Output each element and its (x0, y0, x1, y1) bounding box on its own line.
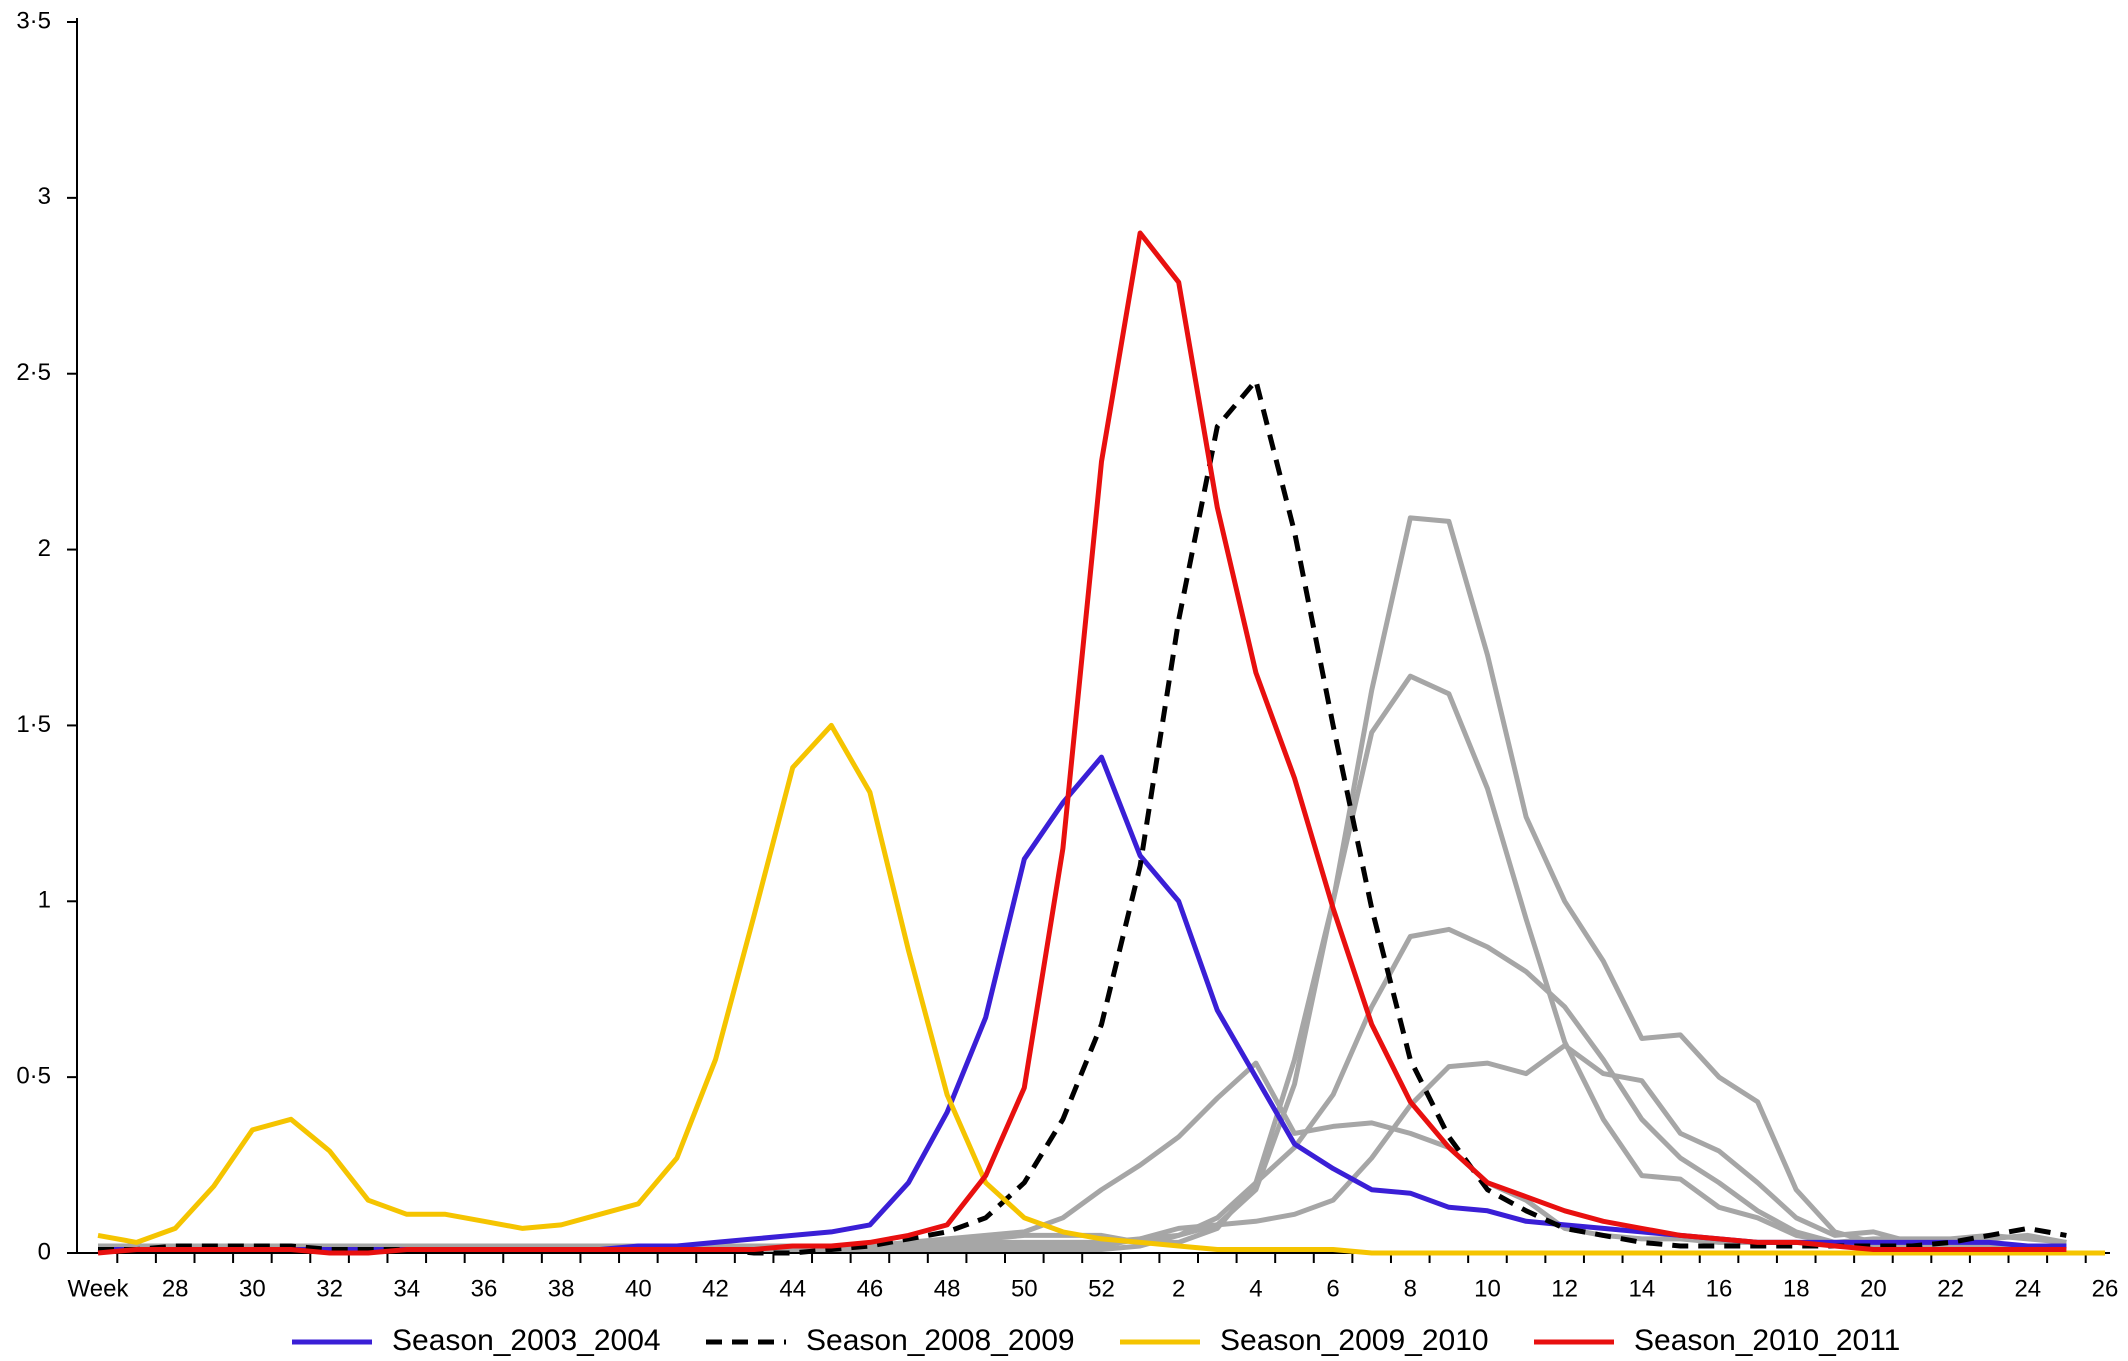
x-tick-label: 2 (1172, 1275, 1185, 1302)
series-line (98, 673, 2067, 1249)
x-tick-label: 16 (1706, 1275, 1733, 1302)
x-tick-label: 28 (162, 1275, 189, 1302)
x-tick-label: 30 (239, 1275, 266, 1302)
y-tick-label: 3·5 (16, 7, 51, 34)
legend-label: Season_2010_2011 (1634, 1324, 1900, 1357)
y-tick-label: 0·5 (16, 1062, 51, 1089)
x-tick-label: 20 (1860, 1275, 1887, 1302)
x-tick-label: Week (68, 1275, 130, 1302)
x-tick-label: 40 (625, 1275, 652, 1302)
x-tick-label: 32 (316, 1275, 343, 1302)
series-line (97, 722, 2105, 1256)
x-tick-label: 22 (1937, 1275, 1964, 1302)
legend-label: Season_2003_2004 (392, 1324, 661, 1357)
x-tick-label: 42 (702, 1275, 729, 1302)
series-line (98, 378, 2067, 1256)
series-line (98, 515, 2067, 1252)
legend-label: Season_2009_2010 (1220, 1324, 1489, 1357)
x-tick-label: 38 (548, 1275, 575, 1302)
y-tick-label: 2·5 (16, 359, 51, 386)
y-tick-label: 3 (38, 183, 51, 210)
x-tick-label: 46 (857, 1275, 884, 1302)
x-tick-label: 10 (1474, 1275, 1501, 1302)
x-tick-label: 26 (2092, 1275, 2119, 1302)
y-tick-label: 0 (38, 1238, 51, 1265)
series-line (98, 754, 2067, 1252)
x-tick-label: 36 (471, 1275, 498, 1302)
x-tick-label: 50 (1011, 1275, 1038, 1302)
x-tick-label: 12 (1551, 1275, 1578, 1302)
x-tick-label: 6 (1326, 1275, 1339, 1302)
x-tick-label: 48 (934, 1275, 961, 1302)
x-tick-label: 52 (1088, 1275, 1115, 1302)
x-tick-label: 44 (779, 1275, 806, 1302)
y-tick-label: 1·5 (16, 711, 51, 738)
x-tick-label: 4 (1249, 1275, 1262, 1302)
x-tick-label: 14 (1628, 1275, 1655, 1302)
series-line (98, 1043, 2067, 1249)
y-tick-label: 2 (38, 535, 51, 562)
x-tick-label: 8 (1404, 1275, 1417, 1302)
series-line (97, 230, 2067, 1256)
legend-label: Season_2008_2009 (806, 1324, 1075, 1357)
x-tick-label: 24 (2014, 1275, 2041, 1302)
y-tick-label: 1 (38, 887, 51, 914)
x-tick-label: 18 (1783, 1275, 1810, 1302)
x-tick-label: 34 (393, 1275, 420, 1302)
